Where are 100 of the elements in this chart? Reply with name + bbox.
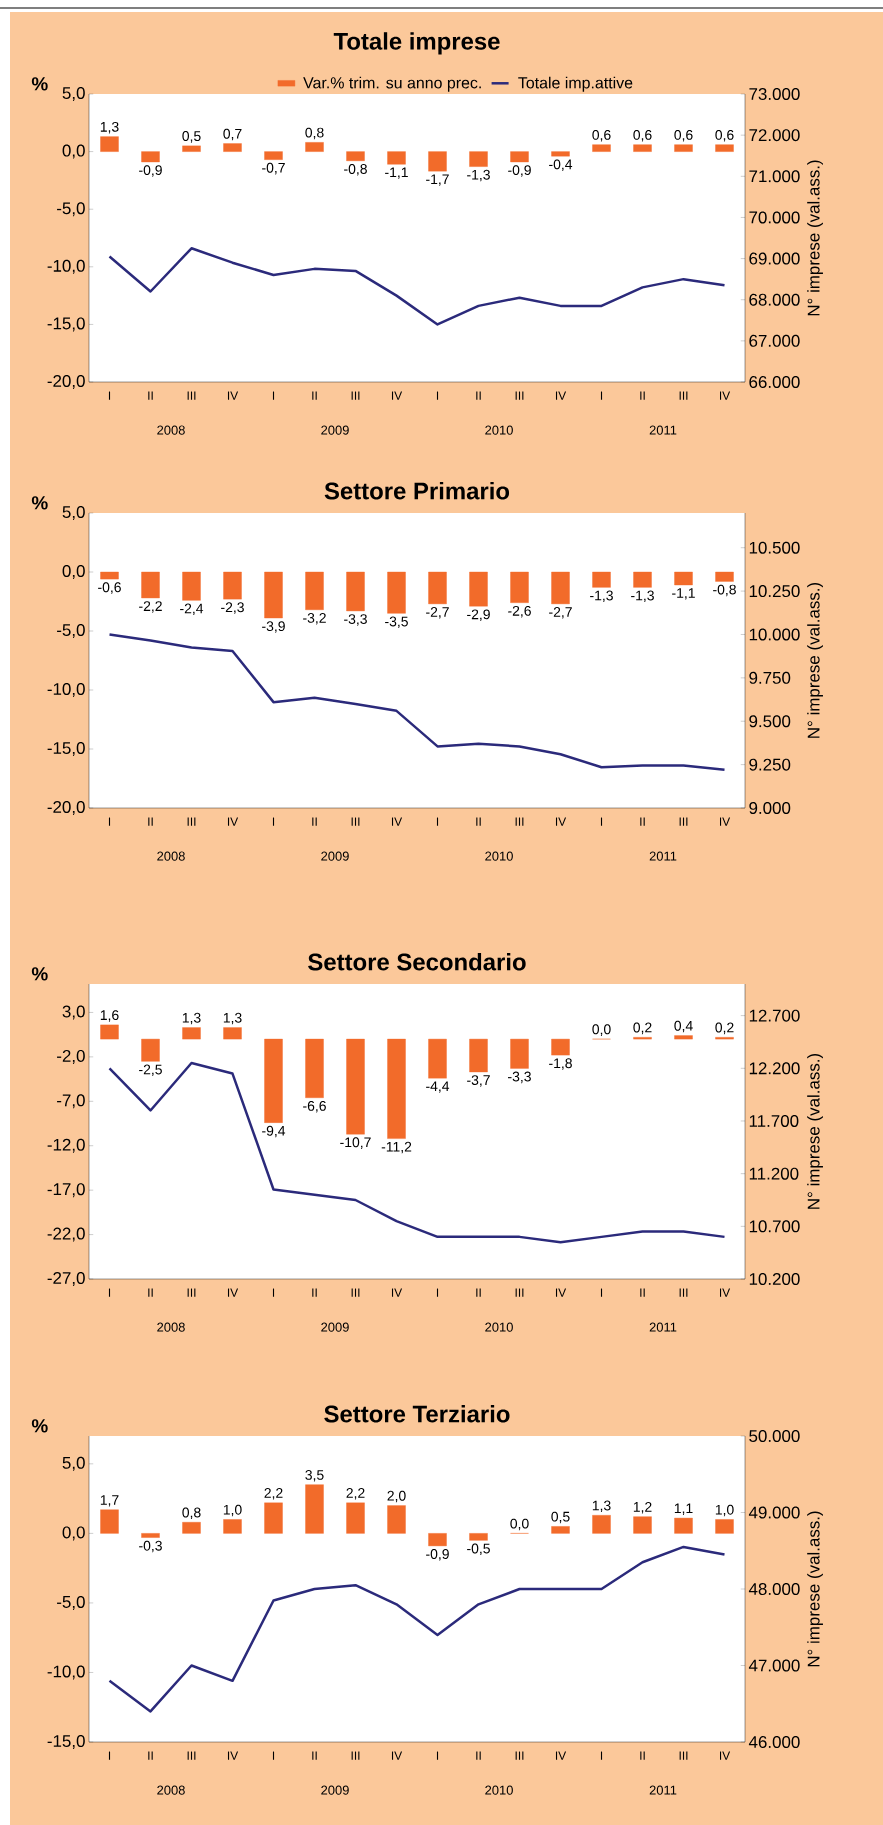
- y-tick-label: -10,0: [47, 683, 85, 698]
- data-label: -2,5: [139, 1064, 162, 1077]
- x-tick-label: IV: [555, 1288, 567, 1297]
- text: 2010: [485, 425, 513, 435]
- bar: [592, 1515, 611, 1534]
- y-tick-label: -15,0: [47, 1735, 85, 1750]
- data-label: 1,3: [182, 1012, 201, 1025]
- x-tick-label: III: [679, 817, 688, 826]
- y-tick-label: -5,0: [57, 1595, 85, 1610]
- x-tick-label: IV: [719, 1751, 731, 1760]
- bar: [674, 144, 693, 152]
- x-tick-label: I: [436, 1288, 439, 1297]
- y2-tick-label: 46.000: [748, 1736, 800, 1749]
- x-tick-label: IV: [391, 1751, 403, 1760]
- x-tick-label: I: [600, 817, 603, 826]
- y2-tick-label: 9.250: [749, 758, 791, 771]
- text: 2011: [649, 425, 677, 435]
- text: 2010: [485, 1785, 513, 1795]
- bar: [305, 1038, 324, 1098]
- data-label: 1,2: [633, 1501, 652, 1514]
- x-tick-label: III: [187, 1751, 196, 1760]
- x-tick-label: IV: [719, 817, 731, 826]
- bar: [182, 1522, 201, 1534]
- data-label: 1,3: [223, 1012, 242, 1025]
- y2-tick-label: 10.250: [749, 585, 800, 598]
- text: 2009: [321, 425, 349, 435]
- data-label: 1,0: [715, 1504, 734, 1517]
- text: 2009: [321, 1322, 349, 1332]
- data-label: -0,5: [467, 1543, 490, 1556]
- y2-tick-label: 67.000: [749, 334, 800, 347]
- data-label: 0,5: [551, 1511, 570, 1524]
- x-tick-label: III: [187, 817, 196, 826]
- y-tick-label: -2,0: [57, 1049, 85, 1064]
- bar: [223, 143, 242, 152]
- bar: [100, 1509, 119, 1534]
- data-label: 0,6: [715, 129, 734, 142]
- bar: [469, 151, 488, 167]
- x-tick-label: I: [436, 391, 439, 400]
- bar: [551, 151, 570, 157]
- y2-tick-label: 10.500: [749, 541, 800, 554]
- data-label: -0,9: [426, 1549, 449, 1561]
- y-tick-label: -15,0: [47, 317, 85, 332]
- bar: [141, 1533, 160, 1538]
- data-label: 1,3: [100, 121, 119, 134]
- data-label: -0,4: [549, 159, 573, 171]
- y2-tick-label: 12.200: [749, 1062, 800, 1075]
- data-label: 0,6: [674, 129, 693, 142]
- x-tick-label: III: [679, 391, 688, 400]
- x-tick-label: III: [187, 391, 196, 400]
- data-label: 1,7: [100, 1495, 119, 1507]
- bar: [100, 136, 119, 152]
- bar: [346, 1038, 365, 1135]
- data-label: 0,6: [633, 129, 652, 142]
- data-label: -0,9: [139, 165, 162, 177]
- bar: [510, 1038, 529, 1069]
- bar: [469, 1038, 488, 1073]
- legend-label: Var.% trim. su anno prec.: [303, 76, 481, 92]
- data-label: 0,5: [182, 131, 201, 143]
- y-tick-label: -27,0: [47, 1272, 85, 1287]
- data-label: -3,9: [262, 621, 285, 633]
- x-tick-label: IV: [555, 817, 567, 826]
- y2-tick-label: 72.000: [749, 129, 800, 142]
- bar: [223, 1027, 242, 1040]
- text: 2008: [157, 851, 185, 861]
- y2-tick-label: 49.000: [748, 1506, 800, 1519]
- y-tick-label: 3,0: [62, 1005, 85, 1020]
- x-tick-label: I: [272, 1288, 275, 1297]
- data-label: 1,0: [223, 1504, 242, 1517]
- y2-tick-label: 73.000: [749, 88, 800, 101]
- data-label: 2,2: [346, 1488, 365, 1500]
- x-tick-label: III: [515, 817, 524, 826]
- data-label: 0,0: [592, 1024, 611, 1036]
- x-tick-label: IV: [227, 1751, 239, 1760]
- data-label: 0,2: [715, 1022, 734, 1035]
- x-tick-label: III: [515, 1751, 524, 1760]
- data-label: -10,7: [340, 1137, 371, 1149]
- x-tick-label: III: [679, 1751, 688, 1760]
- x-tick-label: I: [108, 817, 111, 826]
- y2-tick-label: 48.000: [748, 1583, 800, 1596]
- text: 2008: [157, 1785, 185, 1795]
- bar: [264, 151, 283, 160]
- x-tick-label: II: [476, 1288, 481, 1297]
- y2-axis-title: N° imprese (val.ass.): [807, 1053, 823, 1209]
- x-tick-label: II: [312, 391, 317, 400]
- text: 2008: [157, 425, 185, 435]
- x-tick-label: IV: [227, 817, 239, 826]
- y2-axis-title: N° imprese (val.ass.): [807, 582, 823, 738]
- x-tick-label: I: [600, 391, 603, 400]
- legend-label: Totale imp.attive: [518, 76, 633, 92]
- data-label: -1,1: [385, 167, 408, 179]
- y-tick-label: -5,0: [57, 202, 85, 217]
- x-tick-label: II: [148, 817, 153, 826]
- text: 2011: [649, 1322, 677, 1332]
- x-tick-label: II: [148, 1751, 153, 1760]
- y2-tick-label: 10.000: [749, 628, 800, 641]
- x-tick-label: III: [679, 1288, 688, 1297]
- x-tick-label: II: [312, 817, 317, 826]
- data-label: -9,4: [262, 1125, 286, 1138]
- y2-tick-label: 68.000: [749, 293, 800, 306]
- bar: [305, 1484, 324, 1534]
